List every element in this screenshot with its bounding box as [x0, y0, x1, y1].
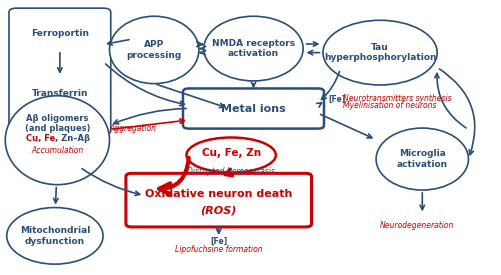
- Text: Neurotransmitters synthesis: Neurotransmitters synthesis: [342, 94, 450, 103]
- Text: Aβ oligomers: Aβ oligomers: [26, 114, 88, 123]
- Ellipse shape: [186, 138, 275, 172]
- Text: Lipofuchsine formation: Lipofuchsine formation: [174, 245, 262, 254]
- Text: [Fe]: [Fe]: [327, 95, 345, 104]
- Ellipse shape: [322, 20, 436, 85]
- Ellipse shape: [203, 16, 303, 81]
- FancyBboxPatch shape: [9, 8, 111, 135]
- Text: Disrupted homeostasis: Disrupted homeostasis: [187, 167, 275, 176]
- Ellipse shape: [109, 16, 198, 84]
- Text: [Fe]: [Fe]: [210, 237, 227, 246]
- Text: Myelinisation of neurons: Myelinisation of neurons: [342, 101, 435, 110]
- Text: Aggregation: Aggregation: [109, 123, 156, 133]
- FancyArrowPatch shape: [159, 158, 188, 194]
- Text: APP
processing: APP processing: [126, 40, 181, 60]
- Text: NMDA receptors
activation: NMDA receptors activation: [211, 39, 295, 58]
- Ellipse shape: [7, 208, 103, 264]
- Text: Tau
hyperphosphorylation: Tau hyperphosphorylation: [323, 43, 435, 62]
- Ellipse shape: [5, 96, 109, 185]
- Text: Transferrin: Transferrin: [32, 89, 88, 98]
- Text: Accumulation: Accumulation: [31, 147, 83, 155]
- Text: , Zn–Aβ: , Zn–Aβ: [55, 134, 90, 143]
- Text: Neurodegeneration: Neurodegeneration: [379, 221, 453, 230]
- Text: (and plaques): (and plaques): [25, 123, 90, 133]
- Text: Metal ions: Metal ions: [220, 103, 285, 114]
- Text: Oxidative neuron death: Oxidative neuron death: [145, 189, 292, 199]
- Text: Cu, Fe, Zn: Cu, Fe, Zn: [201, 148, 260, 158]
- Text: Microglia
activation: Microglia activation: [396, 149, 447, 169]
- Text: Ferroportin: Ferroportin: [31, 29, 89, 38]
- Text: Cu, Fe: Cu, Fe: [26, 134, 55, 143]
- Text: (ROS): (ROS): [200, 205, 236, 216]
- Text: Mitochondrial
dysfunction: Mitochondrial dysfunction: [20, 226, 90, 246]
- Ellipse shape: [375, 128, 467, 190]
- FancyBboxPatch shape: [183, 89, 323, 129]
- FancyBboxPatch shape: [126, 173, 311, 227]
